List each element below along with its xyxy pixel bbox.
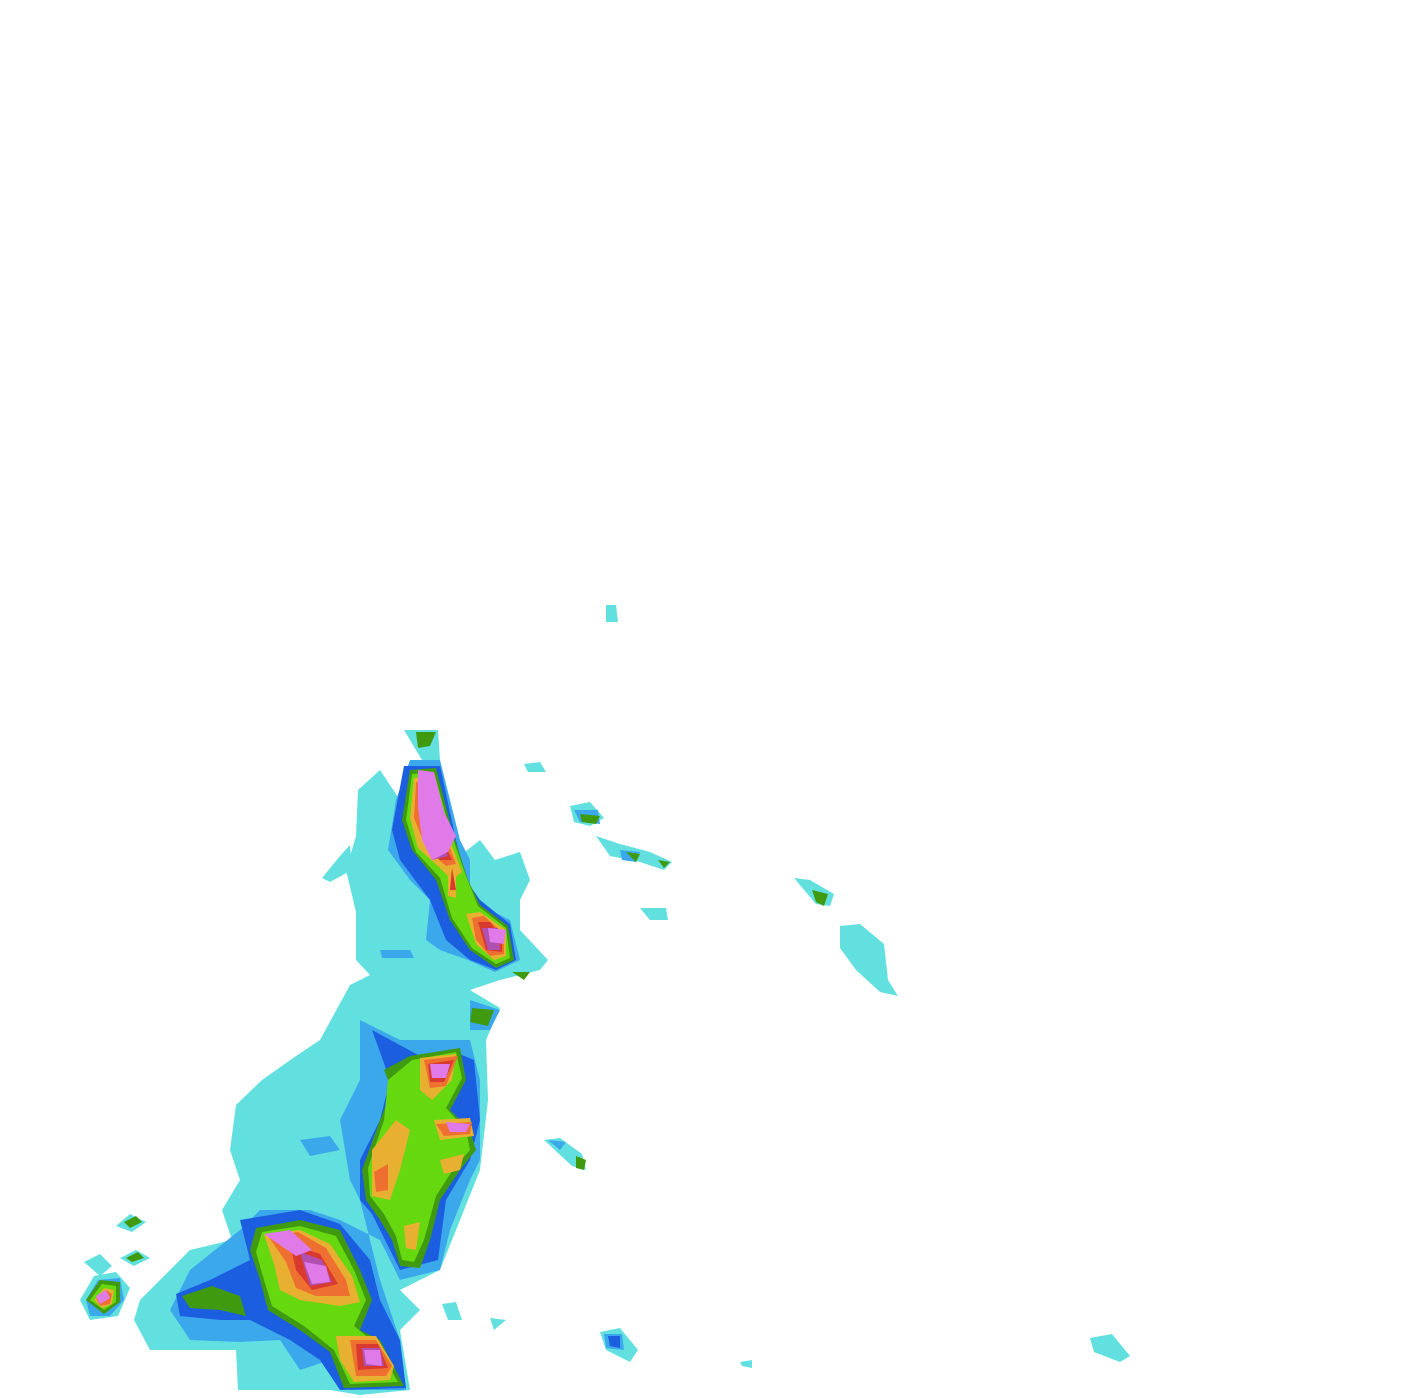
precip-cell <box>640 908 668 920</box>
precip-cell <box>430 1064 450 1078</box>
precip-cell <box>608 1336 620 1348</box>
precip-cell <box>304 1262 330 1284</box>
precip-cell <box>812 890 828 906</box>
precip-cell <box>450 868 456 890</box>
precip-cell <box>580 814 600 824</box>
precip-cell <box>658 860 670 868</box>
precip-cell <box>418 770 456 860</box>
precip-cell <box>182 1286 246 1316</box>
precip-cell <box>1090 1334 1130 1362</box>
precip-cell <box>126 1252 144 1262</box>
precip-cell <box>606 605 618 622</box>
precip-cell <box>374 1164 388 1192</box>
precip-cell <box>490 1318 506 1330</box>
precip-cell <box>470 1008 494 1026</box>
precip-cell <box>364 1350 382 1366</box>
precip-cell <box>96 1290 110 1304</box>
precip-cell <box>488 928 506 944</box>
precip-cell <box>416 732 436 748</box>
precip-cell <box>84 1254 112 1276</box>
precip-cell <box>740 1360 752 1368</box>
precip-cell <box>576 1156 586 1170</box>
precip-cell <box>404 1222 420 1250</box>
precip-cell <box>840 924 898 996</box>
level-10-magenta <box>96 770 506 1366</box>
precip-cell <box>524 762 546 772</box>
precip-cell <box>544 1138 586 1170</box>
precip-cell <box>264 1230 312 1256</box>
precip-cell <box>626 852 640 862</box>
precip-cell <box>124 1216 142 1228</box>
precip-cell <box>442 1302 462 1320</box>
precip-cell <box>322 845 352 882</box>
precip-cell <box>548 1140 566 1150</box>
precip-cell <box>300 1136 340 1156</box>
precip-cell <box>440 1154 464 1174</box>
precip-cell <box>380 950 414 958</box>
precip-cell <box>512 972 530 980</box>
precip-cell <box>368 1052 470 1262</box>
precip-cell <box>446 1122 470 1132</box>
